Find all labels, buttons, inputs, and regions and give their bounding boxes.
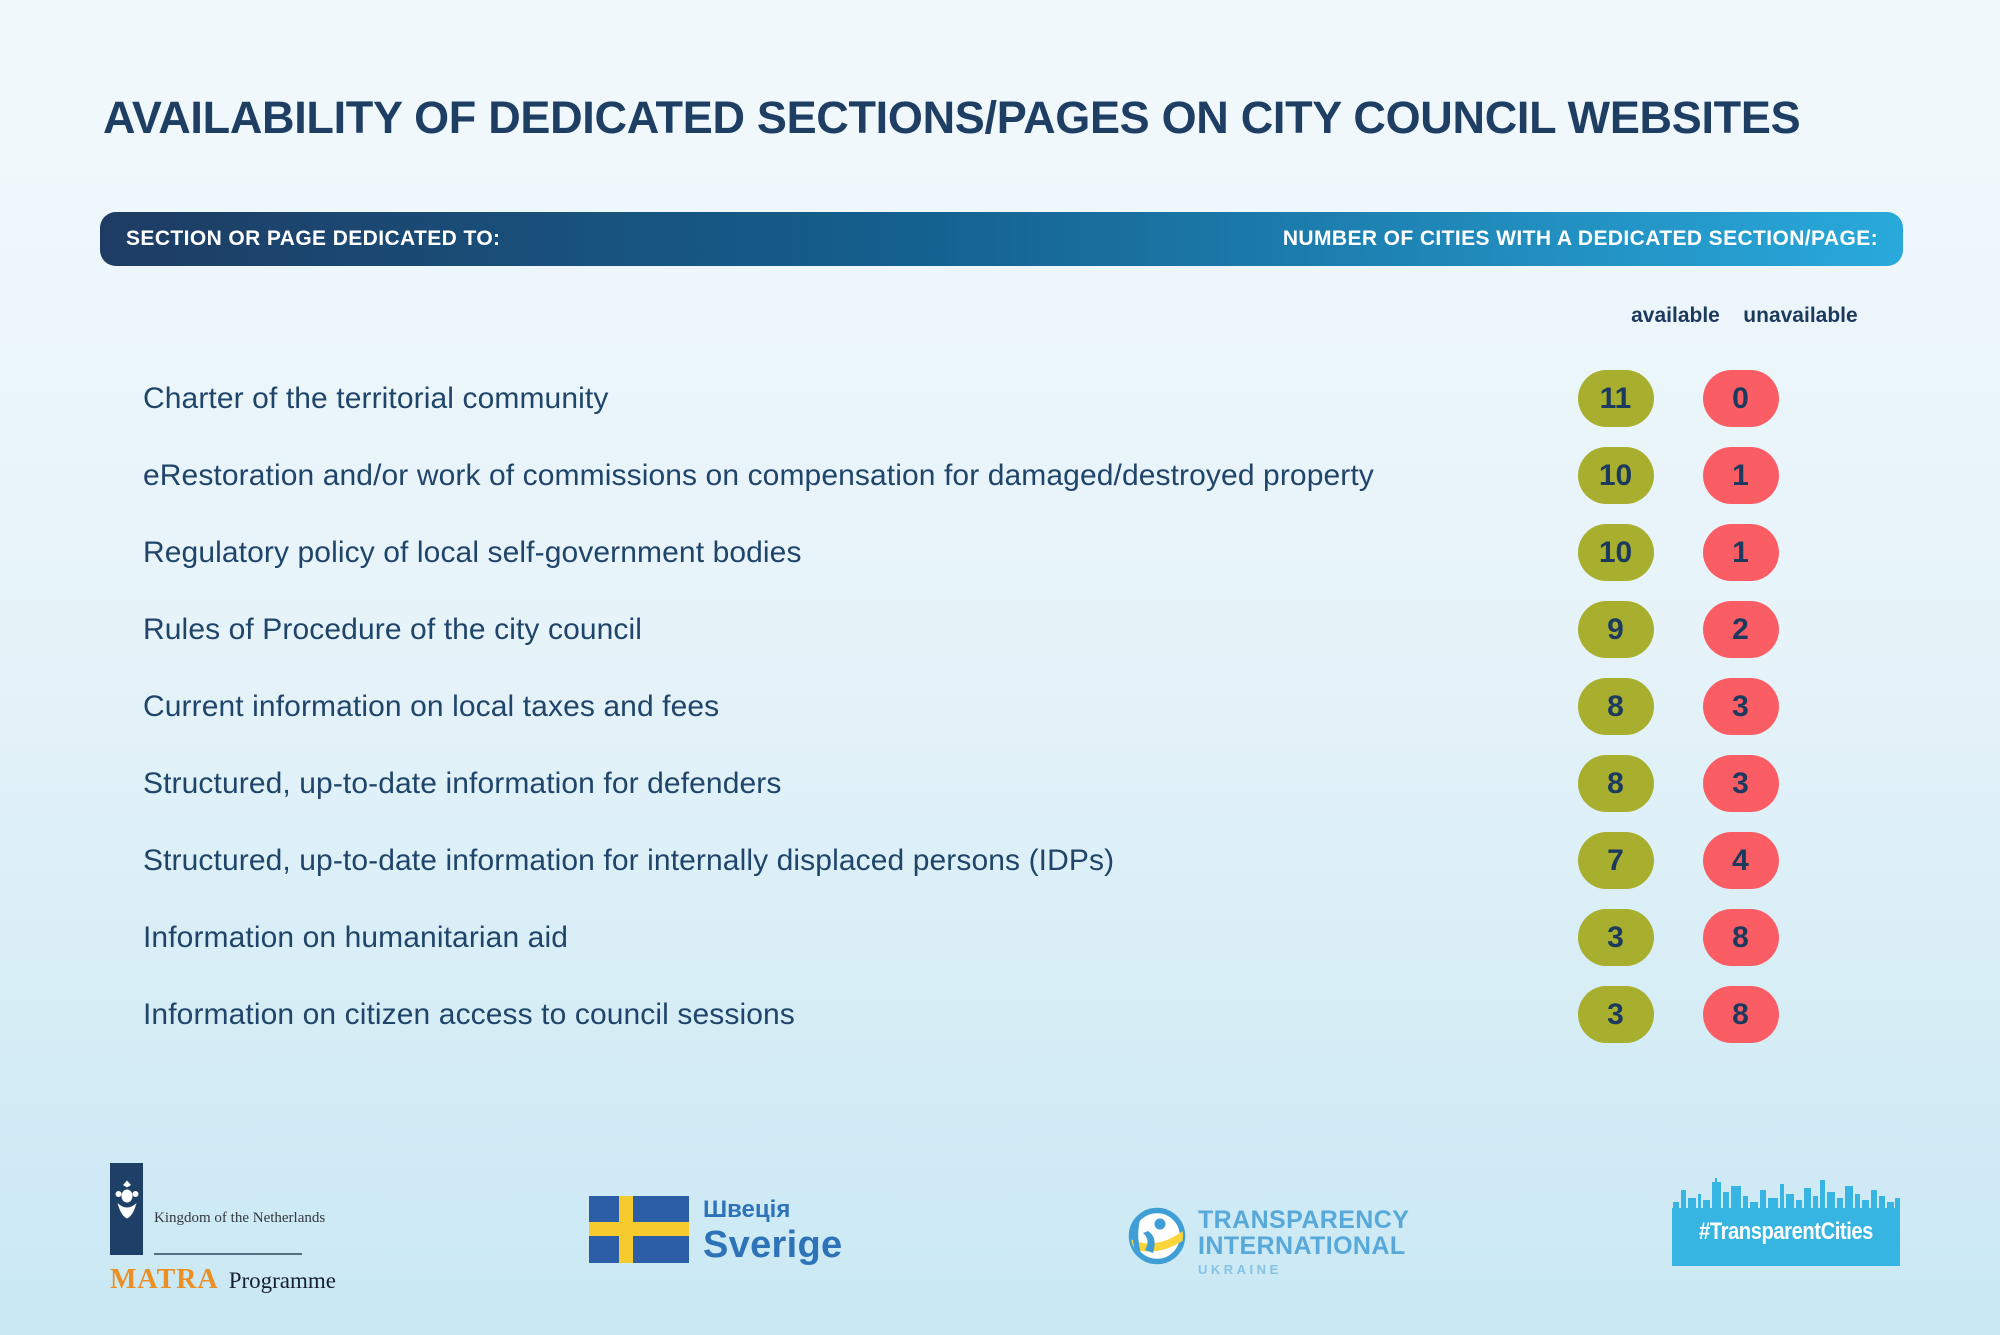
sweden-label-ukrainian: Швеція bbox=[703, 1196, 791, 1223]
row-label: Regulatory policy of local self-governme… bbox=[143, 535, 802, 569]
row-label: Current information on local taxes and f… bbox=[143, 689, 720, 723]
transparency-international-logo: TRANSPARENCY INTERNATIONAL UKRAINE bbox=[1128, 1207, 1409, 1277]
row-label: Information on citizen access to council… bbox=[143, 997, 795, 1031]
netherlands-matra-logo: Kingdom of the Netherlands MATRA Programm… bbox=[110, 1163, 336, 1298]
sweden-logo: Швеція Sverige bbox=[589, 1196, 842, 1266]
table-row: Information on citizen access to council… bbox=[143, 976, 1863, 1053]
available-badge-cell: 10 bbox=[1553, 447, 1678, 504]
available-badge-cell: 8 bbox=[1553, 678, 1678, 735]
unavailable-count-badge: 2 bbox=[1702, 601, 1779, 658]
available-count-badge: 8 bbox=[1577, 678, 1654, 735]
unavailable-count-badge: 8 bbox=[1702, 909, 1779, 966]
matra-label: MATRA bbox=[110, 1264, 219, 1295]
sweden-label-swedish: Sverige bbox=[703, 1224, 843, 1266]
row-label: eRestoration and/or work of commissions … bbox=[143, 458, 1374, 492]
available-count-badge: 10 bbox=[1577, 447, 1654, 504]
unavailable-badge-cell: 0 bbox=[1678, 370, 1803, 427]
row-label: Structured, up-to-date information for d… bbox=[143, 766, 782, 800]
unavailable-badge-cell: 8 bbox=[1678, 909, 1803, 966]
row-label: Information on humanitarian aid bbox=[143, 920, 569, 954]
unavailable-badge-cell: 2 bbox=[1678, 601, 1803, 658]
unavailable-count-badge: 0 bbox=[1702, 370, 1779, 427]
programme-label: Programme bbox=[228, 1268, 336, 1293]
table-row: Charter of the territorial community 11 0 bbox=[143, 360, 1863, 437]
header-right-label: NUMBER OF CITIES WITH A DEDICATED SECTIO… bbox=[1282, 227, 1878, 250]
transparent-cities-logo: #TransparentCities bbox=[1672, 1178, 1900, 1266]
netherlands-kingdom-label: Kingdom of the Netherlands bbox=[154, 1210, 326, 1226]
available-count-badge: 9 bbox=[1577, 601, 1654, 658]
header-left-label: SECTION OR PAGE DEDICATED TO: bbox=[126, 227, 501, 250]
table-row: Structured, up-to-date information for i… bbox=[143, 822, 1863, 899]
rows: Charter of the territorial community 11 0 e… bbox=[100, 360, 1903, 1053]
available-count-badge: 8 bbox=[1577, 755, 1654, 812]
column-headers: available unavailable bbox=[100, 304, 1903, 328]
city-skyline-icon bbox=[1672, 1178, 1900, 1266]
available-count-badge: 11 bbox=[1577, 370, 1654, 427]
available-badge-cell: 3 bbox=[1553, 986, 1678, 1043]
unavailable-count-badge: 3 bbox=[1702, 755, 1779, 812]
available-badge-cell: 9 bbox=[1553, 601, 1678, 658]
available-badge-cell: 7 bbox=[1553, 832, 1678, 889]
unavailable-column-header: unavailable bbox=[1743, 304, 1858, 327]
page-title: AVAILABILITY OF DEDICATED SECTIONS/PAGES… bbox=[103, 92, 1801, 143]
unavailable-count-badge: 1 bbox=[1702, 524, 1779, 581]
transparent-cities-label: #TransparentCities bbox=[1699, 1218, 1873, 1245]
row-label: Rules of Procedure of the city council bbox=[143, 612, 643, 646]
unavailable-badge-cell: 1 bbox=[1678, 524, 1803, 581]
table-header-bar: SECTION OR PAGE DEDICATED TO: NUMBER OF … bbox=[100, 212, 1903, 266]
unavailable-badge-cell: 3 bbox=[1678, 755, 1803, 812]
sweden-flag-icon bbox=[589, 1196, 689, 1263]
available-count-badge: 3 bbox=[1577, 909, 1654, 966]
unavailable-count-badge: 3 bbox=[1702, 678, 1779, 735]
available-column-header: available bbox=[1631, 304, 1720, 327]
table-row: Information on humanitarian aid 3 8 bbox=[143, 899, 1863, 976]
table-row: eRestoration and/or work of commissions … bbox=[143, 437, 1863, 514]
available-badge-cell: 8 bbox=[1553, 755, 1678, 812]
unavailable-count-badge: 8 bbox=[1702, 986, 1779, 1043]
unavailable-badge-cell: 4 bbox=[1678, 832, 1803, 889]
unavailable-badge-cell: 3 bbox=[1678, 678, 1803, 735]
available-count-badge: 10 bbox=[1577, 524, 1654, 581]
table-row: Structured, up-to-date information for d… bbox=[143, 745, 1863, 822]
table-row: Regulatory policy of local self-governme… bbox=[143, 514, 1863, 591]
row-label: Structured, up-to-date information for i… bbox=[143, 843, 1115, 877]
ti-line1: TRANSPARENCY bbox=[1198, 1206, 1410, 1234]
unavailable-count-badge: 4 bbox=[1702, 832, 1779, 889]
unavailable-count-badge: 1 bbox=[1702, 447, 1779, 504]
netherlands-emblem-icon bbox=[110, 1163, 143, 1255]
unavailable-badge-cell: 1 bbox=[1678, 447, 1803, 504]
available-badge-cell: 3 bbox=[1553, 909, 1678, 966]
available-count-badge: 3 bbox=[1577, 986, 1654, 1043]
table-row: Rules of Procedure of the city council 9 2 bbox=[143, 591, 1863, 668]
ti-line3: UKRAINE bbox=[1198, 1262, 1282, 1277]
row-label: Charter of the territorial community bbox=[143, 381, 609, 415]
unavailable-badge-cell: 8 bbox=[1678, 986, 1803, 1043]
ti-line2: INTERNATIONAL bbox=[1198, 1232, 1406, 1260]
available-badge-cell: 10 bbox=[1553, 524, 1678, 581]
netherlands-rule bbox=[154, 1253, 302, 1255]
table-row: Current information on local taxes and f… bbox=[143, 668, 1863, 745]
ti-globe-icon bbox=[1128, 1207, 1186, 1270]
available-count-badge: 7 bbox=[1577, 832, 1654, 889]
available-badge-cell: 11 bbox=[1553, 370, 1678, 427]
